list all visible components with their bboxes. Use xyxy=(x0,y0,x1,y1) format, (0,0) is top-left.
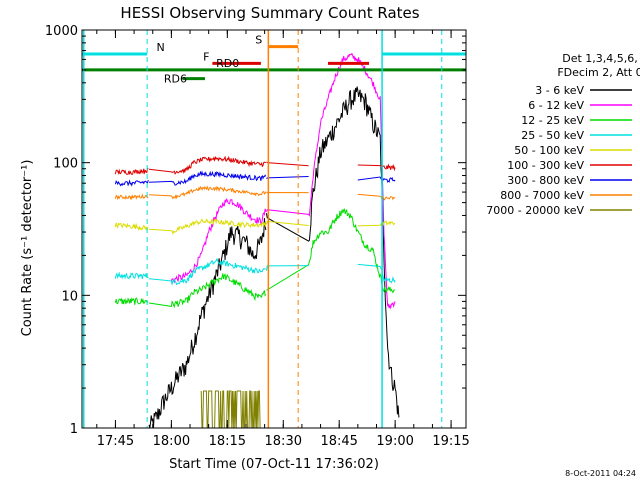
legend-entry-label: 50 - 100 keV xyxy=(514,144,584,157)
x-tick-label: 18:30 xyxy=(265,434,302,449)
flag-bars: N F RD0 RD6 S xyxy=(82,34,466,86)
legend-header: Det 1,3,4,5,6, xyxy=(562,52,638,65)
series-line xyxy=(114,218,396,236)
y-tick-label: 100 xyxy=(53,157,78,172)
chart-title: HESSI Observing Summary Count Rates xyxy=(120,4,419,22)
flag-label: F xyxy=(203,50,209,63)
y-axis-label: Count Rate (s⁻¹ detector⁻¹) xyxy=(20,160,35,337)
footer-date: 8-Oct-2011 04:24 xyxy=(565,469,636,478)
y-tick-label: 1000 xyxy=(45,24,78,39)
series-layer xyxy=(114,52,400,429)
flag-label: RD6 xyxy=(164,73,187,86)
y-tick-label: 10 xyxy=(61,289,78,304)
x-axis-label: Start Time (07-Oct-11 17:36:02) xyxy=(169,457,379,472)
flag-label: N xyxy=(156,41,164,54)
x-tick-label: 18:00 xyxy=(153,434,190,449)
x-tick-label: 18:15 xyxy=(209,434,246,449)
flag-label: RD0 xyxy=(216,57,239,70)
x-tick-label: 18:45 xyxy=(320,434,357,449)
legend-entry-label: 7000 - 20000 keV xyxy=(486,204,584,217)
legend-entry-label: 6 - 12 keV xyxy=(528,99,584,112)
legend-entry-label: 300 - 800 keV xyxy=(507,174,584,187)
y-tick-label: 1 xyxy=(70,422,78,437)
series-line xyxy=(114,155,396,176)
legend: Det 1,3,4,5,6,FDecim 2, Att 0 3 - 6 keV 6 … xyxy=(486,52,640,217)
series-line xyxy=(114,208,396,309)
legend-entry-label: 12 - 25 keV xyxy=(521,114,584,127)
legend-entry-label: 100 - 300 keV xyxy=(507,159,584,172)
flag-label: S xyxy=(255,34,262,47)
series-line xyxy=(114,170,396,187)
x-tick-label: 17:45 xyxy=(97,434,134,449)
series-line xyxy=(170,52,396,310)
series-line xyxy=(148,86,400,429)
legend-entry-label: 3 - 6 keV xyxy=(535,84,584,97)
legend-entry-label: 25 - 50 keV xyxy=(521,129,584,142)
series-line xyxy=(114,257,396,286)
eclipse-saa-markers xyxy=(82,30,443,428)
legend-header: FDecim 2, Att 0 xyxy=(557,66,640,79)
x-tick-label: 19:15 xyxy=(432,434,469,449)
series-line xyxy=(200,390,261,429)
series-line xyxy=(114,185,396,201)
legend-entry-label: 800 - 7000 keV xyxy=(500,189,584,202)
axes: 1 10 100 1000 17:45 18:00 18:15 18:30 18:45 19:00… xyxy=(45,24,470,449)
plot-frame xyxy=(81,29,467,429)
x-tick-label: 19:00 xyxy=(376,434,413,449)
